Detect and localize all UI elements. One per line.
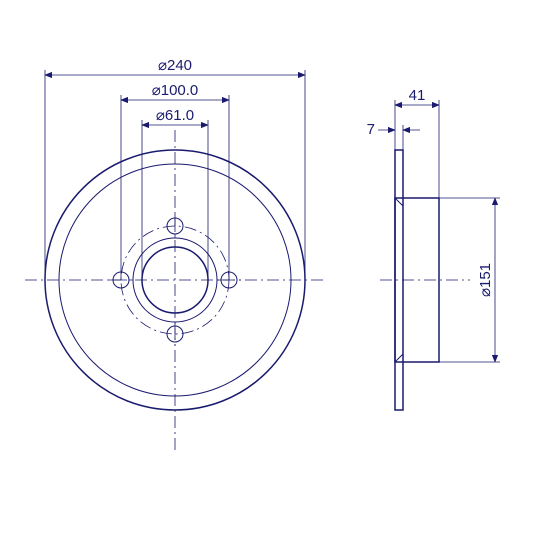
side-view: 41 7 ⌀151 [367, 87, 500, 410]
front-view: ⌀240 ⌀100.0 ⌀61.0 [25, 57, 325, 450]
dim-total-width: 41 [409, 87, 426, 104]
dim-disc-thickness: 7 [367, 121, 375, 138]
dim-hub-bore: ⌀61.0 [156, 107, 194, 124]
dim-hub-diameter: ⌀151 [477, 263, 494, 297]
technical-drawing: ⌀240 ⌀100.0 ⌀61.0 41 7 ⌀151 [0, 0, 540, 540]
dim-outer-diameter: ⌀240 [158, 57, 192, 74]
dim-bolt-circle: ⌀100.0 [152, 82, 199, 99]
